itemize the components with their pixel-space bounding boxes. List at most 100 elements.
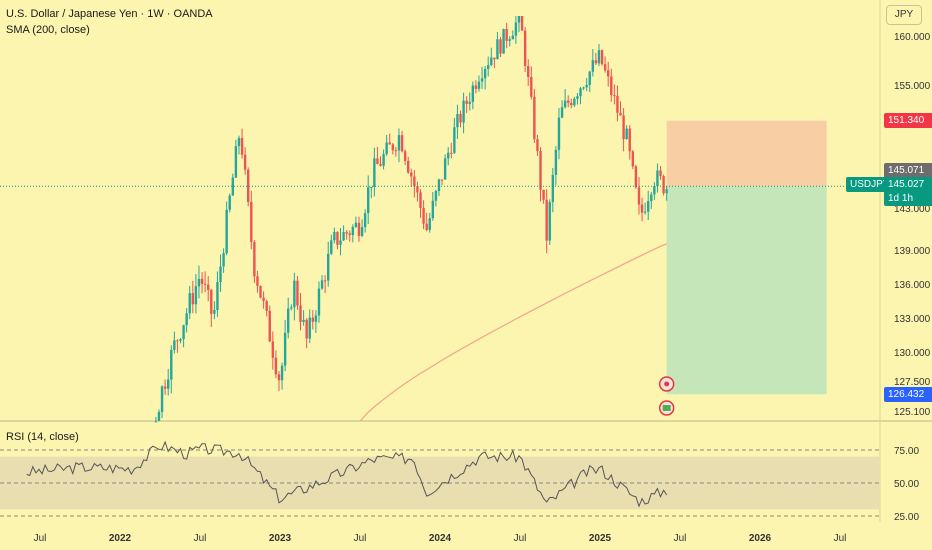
price-tick-label: 130.000 bbox=[894, 348, 931, 359]
candle-body bbox=[499, 39, 502, 54]
candle-body bbox=[576, 96, 579, 99]
candle-body bbox=[573, 98, 576, 106]
candle-body bbox=[640, 204, 644, 213]
candle-body bbox=[397, 135, 401, 151]
candle-body bbox=[154, 421, 158, 423]
candle-body bbox=[370, 187, 373, 189]
candle-body bbox=[274, 357, 278, 375]
candle-body bbox=[293, 280, 296, 308]
time-tick-label: Jul bbox=[514, 533, 527, 544]
candle-body bbox=[157, 411, 161, 421]
candle-body bbox=[610, 76, 613, 96]
rsi-legend[interactable]: RSI (14, close) bbox=[6, 431, 79, 443]
candle-body bbox=[243, 154, 247, 170]
price-axis[interactable]: 125.100 127.500 130.000 133.000 136.000 139.0… bbox=[894, 32, 931, 523]
candle-body bbox=[219, 266, 222, 283]
candle-body bbox=[554, 149, 558, 175]
candle-body bbox=[213, 310, 216, 314]
candle-body bbox=[173, 340, 176, 350]
candle-body bbox=[382, 154, 385, 166]
candle-body bbox=[520, 16, 524, 31]
rsi-tick-label: 25.00 bbox=[894, 512, 919, 523]
candle-body bbox=[607, 70, 610, 77]
candle-body bbox=[662, 176, 665, 194]
sma-line bbox=[359, 243, 667, 422]
candle-body bbox=[437, 179, 441, 192]
candle-body bbox=[290, 307, 293, 309]
candle-body bbox=[480, 78, 484, 82]
candle-body bbox=[247, 169, 250, 202]
price-tick-label: 133.000 bbox=[894, 314, 931, 325]
candle-body bbox=[496, 39, 499, 60]
grid bbox=[0, 0, 932, 522]
candle-body bbox=[527, 66, 530, 77]
candle-body bbox=[625, 128, 628, 140]
candle-body bbox=[551, 174, 555, 202]
target-price-badge: 126.432 bbox=[884, 387, 932, 402]
candle-body bbox=[474, 85, 478, 89]
rsi-pane bbox=[0, 440, 880, 517]
candle-body bbox=[376, 158, 379, 164]
price-tick-label: 139.000 bbox=[894, 246, 931, 257]
candle-body bbox=[533, 96, 536, 140]
candle-body bbox=[453, 127, 456, 153]
candle-body bbox=[631, 151, 635, 167]
time-axis[interactable]: Jul 2022 Jul 2023 Jul 2024 Jul 2025 Jul 2026 Jul bbox=[34, 533, 847, 544]
candle-body bbox=[413, 176, 416, 187]
candle-body bbox=[502, 28, 505, 54]
candle-body bbox=[493, 57, 496, 60]
time-tick-label: 2026 bbox=[749, 533, 772, 544]
candle-body bbox=[188, 293, 191, 314]
event-markers[interactable] bbox=[658, 376, 675, 416]
candle-body bbox=[536, 139, 539, 151]
candle-body bbox=[459, 114, 462, 123]
candle-body bbox=[197, 278, 201, 287]
candle-body bbox=[508, 39, 511, 41]
rsi-band bbox=[0, 456, 880, 510]
candle-body bbox=[440, 179, 444, 181]
candle-body bbox=[542, 189, 545, 200]
candle-body bbox=[570, 102, 573, 106]
candle-body bbox=[643, 211, 647, 213]
candle-body bbox=[616, 95, 619, 113]
candle-body bbox=[431, 200, 435, 219]
candle-body bbox=[428, 218, 431, 230]
currency-button[interactable]: JPY bbox=[886, 5, 922, 25]
candle-body bbox=[622, 115, 625, 140]
sma-legend[interactable]: SMA (200, close) bbox=[6, 24, 90, 36]
candle-body bbox=[603, 64, 607, 71]
candle-body bbox=[191, 293, 195, 305]
candle-body bbox=[600, 50, 604, 65]
candle-body bbox=[523, 30, 527, 67]
candle-body bbox=[548, 201, 551, 241]
candle-body bbox=[407, 160, 410, 173]
candle-body bbox=[207, 284, 210, 290]
candle-body bbox=[262, 297, 265, 302]
candle-body bbox=[354, 222, 358, 227]
time-tick-label: 2024 bbox=[429, 533, 452, 544]
stop-price-badge: 151.340 bbox=[884, 113, 932, 128]
candle-body bbox=[179, 339, 182, 341]
candle-body bbox=[391, 144, 395, 151]
event-marker-dot bbox=[664, 381, 670, 387]
candle-body bbox=[170, 349, 173, 380]
candle-body bbox=[545, 199, 548, 241]
stop-loss-zone bbox=[666, 120, 827, 187]
position-zones[interactable] bbox=[666, 120, 827, 395]
candle-body bbox=[265, 301, 268, 311]
candle-body bbox=[422, 208, 425, 224]
candle-body bbox=[468, 101, 471, 104]
time-tick-label: 2023 bbox=[269, 533, 292, 544]
candle-body bbox=[388, 142, 391, 145]
candle-body bbox=[160, 386, 164, 412]
candle-body bbox=[342, 232, 345, 241]
candle-body bbox=[182, 325, 185, 340]
candle-body bbox=[517, 16, 521, 23]
candle-body bbox=[447, 152, 450, 159]
candle-body bbox=[659, 170, 662, 177]
price-tick-label: 127.500 bbox=[894, 377, 931, 388]
candle-body bbox=[665, 189, 668, 194]
time-tick-label: 2025 bbox=[589, 533, 612, 544]
candle-body bbox=[591, 60, 595, 72]
